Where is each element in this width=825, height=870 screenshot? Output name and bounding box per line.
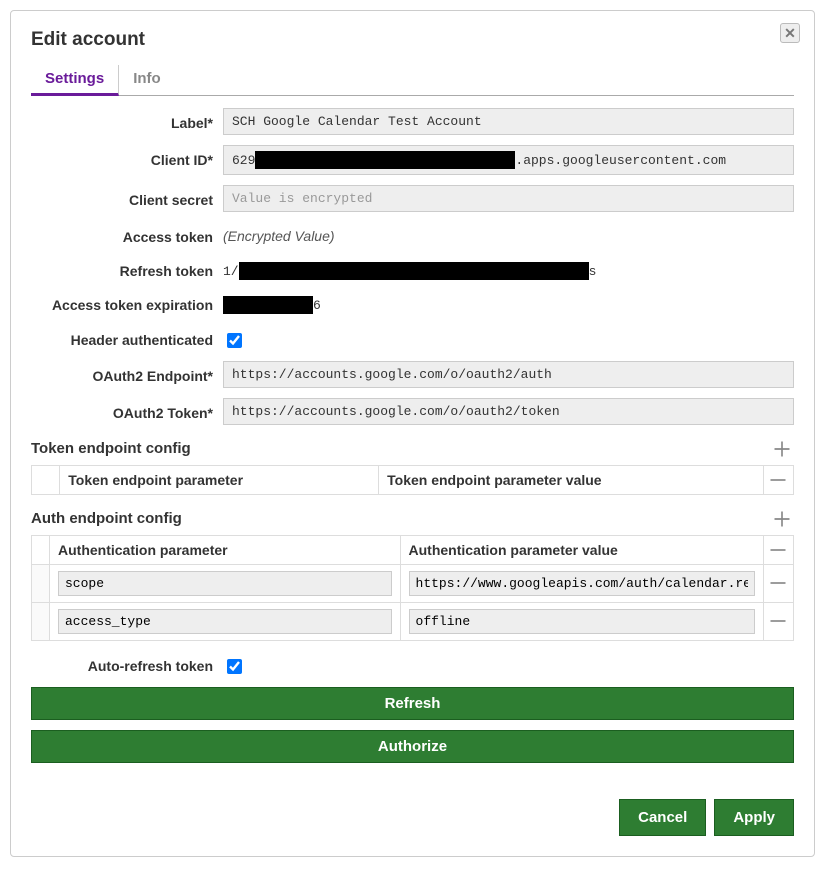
label-oauth2-token: OAuth2 Token*	[31, 398, 223, 422]
client-id-prefix: 629	[232, 153, 255, 168]
label-refresh-token: Refresh token	[31, 256, 223, 280]
oauth2-endpoint-input[interactable]	[223, 361, 794, 388]
header-auth-checkbox[interactable]	[227, 333, 242, 348]
auth-param-input[interactable]	[58, 609, 392, 634]
token-config-param-header: Token endpoint parameter	[60, 465, 379, 494]
auth-config-handle-header	[32, 535, 50, 564]
cancel-button[interactable]: Cancel	[619, 799, 706, 836]
client-secret-input[interactable]	[223, 185, 794, 212]
dialog-title: Edit account	[31, 29, 794, 51]
row-remove-button[interactable]	[766, 571, 790, 595]
access-token-display: (Encrypted Value)	[223, 222, 335, 244]
tab-bar: Settings Info	[31, 65, 794, 96]
authorize-button[interactable]: Authorize	[31, 730, 794, 763]
close-icon: ✕	[784, 25, 796, 42]
auth-value-input[interactable]	[409, 571, 755, 596]
label-client-secret: Client secret	[31, 185, 223, 209]
table-row	[32, 564, 794, 602]
label-header-auth: Header authenticated	[31, 325, 223, 349]
table-row	[32, 602, 794, 640]
access-token-exp-redacted	[223, 296, 313, 314]
auth-param-input[interactable]	[58, 571, 392, 596]
plus-icon	[772, 509, 792, 529]
client-id-suffix: .apps.googleusercontent.com	[515, 153, 726, 168]
label-oauth2-endpoint: OAuth2 Endpoint*	[31, 361, 223, 385]
close-button[interactable]: ✕	[780, 23, 800, 43]
label-auto-refresh: Auto-refresh token	[31, 651, 223, 675]
edit-account-dialog: ✕ Edit account Settings Info Label* Clie…	[10, 10, 815, 857]
label-access-token-exp: Access token expiration	[31, 290, 223, 314]
minus-icon	[768, 611, 788, 631]
client-id-input[interactable]: 629 .apps.googleusercontent.com	[223, 145, 794, 175]
row-remove-button[interactable]	[766, 609, 790, 633]
client-id-redacted	[255, 151, 515, 169]
minus-icon	[768, 540, 788, 560]
plus-icon	[772, 439, 792, 459]
minus-icon	[768, 573, 788, 593]
access-token-exp-suffix: 6	[313, 298, 321, 313]
token-config-title: Token endpoint config	[31, 440, 191, 457]
auth-value-input[interactable]	[409, 609, 755, 634]
refresh-token-prefix: 1/	[223, 264, 239, 279]
apply-button[interactable]: Apply	[714, 799, 794, 836]
row-handle[interactable]	[32, 564, 50, 602]
minus-icon	[768, 470, 788, 490]
label-access-token: Access token	[31, 222, 223, 246]
row-handle[interactable]	[32, 602, 50, 640]
tab-info[interactable]: Info	[119, 65, 175, 95]
token-config-add-button[interactable]	[770, 437, 794, 461]
token-config-remove-button[interactable]	[766, 468, 790, 492]
refresh-button[interactable]: Refresh	[31, 687, 794, 720]
auth-config-add-button[interactable]	[770, 507, 794, 531]
auth-config-table: Authentication parameter Authentication …	[31, 535, 794, 641]
token-config-table: Token endpoint parameter Token endpoint …	[31, 465, 794, 495]
label-label: Label*	[31, 108, 223, 132]
token-config-handle-header	[32, 465, 60, 494]
refresh-token-suffix: s	[589, 264, 597, 279]
token-config-value-header: Token endpoint parameter value	[379, 465, 764, 494]
auth-config-value-header: Authentication parameter value	[400, 535, 763, 564]
label-client-id: Client ID*	[31, 145, 223, 169]
oauth2-token-input[interactable]	[223, 398, 794, 425]
refresh-token-redacted	[239, 262, 589, 280]
label-input[interactable]	[223, 108, 794, 135]
tab-settings[interactable]: Settings	[31, 65, 119, 96]
auth-config-param-header: Authentication parameter	[50, 535, 401, 564]
auth-config-header-remove-button[interactable]	[766, 538, 790, 562]
auto-refresh-checkbox[interactable]	[227, 659, 242, 674]
auth-config-title: Auth endpoint config	[31, 510, 182, 527]
